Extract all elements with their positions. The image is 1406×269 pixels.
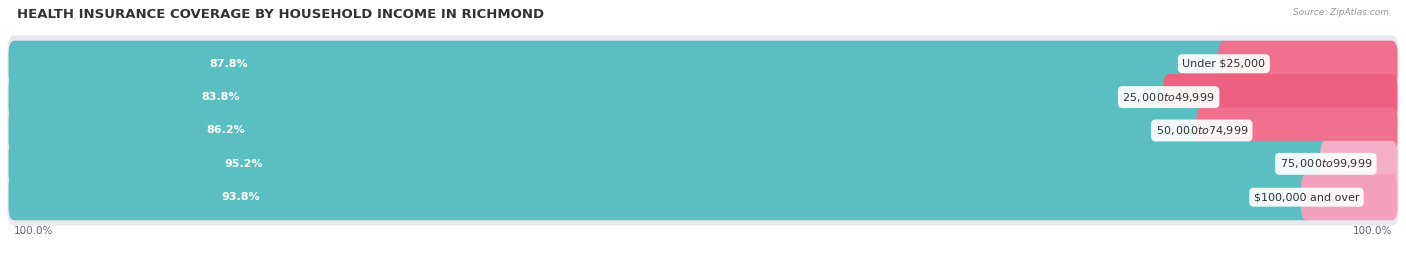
- Text: Under $25,000: Under $25,000: [1182, 59, 1265, 69]
- FancyBboxPatch shape: [7, 69, 1399, 125]
- FancyBboxPatch shape: [7, 35, 1399, 92]
- FancyBboxPatch shape: [1197, 107, 1398, 154]
- FancyBboxPatch shape: [1219, 41, 1398, 87]
- Text: $75,000 to $99,999: $75,000 to $99,999: [1279, 157, 1372, 170]
- FancyBboxPatch shape: [8, 107, 1208, 154]
- FancyBboxPatch shape: [1163, 74, 1398, 120]
- Text: Source: ZipAtlas.com: Source: ZipAtlas.com: [1294, 8, 1389, 17]
- FancyBboxPatch shape: [8, 74, 1174, 120]
- Text: 100.0%: 100.0%: [14, 226, 53, 236]
- FancyBboxPatch shape: [7, 169, 1399, 226]
- Text: 83.8%: 83.8%: [201, 92, 239, 102]
- Text: 87.8%: 87.8%: [209, 59, 247, 69]
- FancyBboxPatch shape: [1320, 141, 1398, 187]
- Text: 86.2%: 86.2%: [207, 125, 245, 136]
- FancyBboxPatch shape: [7, 102, 1399, 159]
- Text: $50,000 to $74,999: $50,000 to $74,999: [1156, 124, 1249, 137]
- Text: $100,000 and over: $100,000 and over: [1254, 192, 1360, 202]
- Text: $25,000 to $49,999: $25,000 to $49,999: [1122, 91, 1215, 104]
- FancyBboxPatch shape: [7, 136, 1399, 192]
- FancyBboxPatch shape: [8, 41, 1229, 87]
- Text: 95.2%: 95.2%: [225, 159, 263, 169]
- FancyBboxPatch shape: [8, 174, 1312, 220]
- FancyBboxPatch shape: [1301, 174, 1398, 220]
- Text: 100.0%: 100.0%: [1353, 226, 1392, 236]
- FancyBboxPatch shape: [8, 141, 1331, 187]
- Text: 93.8%: 93.8%: [222, 192, 260, 202]
- Text: HEALTH INSURANCE COVERAGE BY HOUSEHOLD INCOME IN RICHMOND: HEALTH INSURANCE COVERAGE BY HOUSEHOLD I…: [17, 8, 544, 21]
